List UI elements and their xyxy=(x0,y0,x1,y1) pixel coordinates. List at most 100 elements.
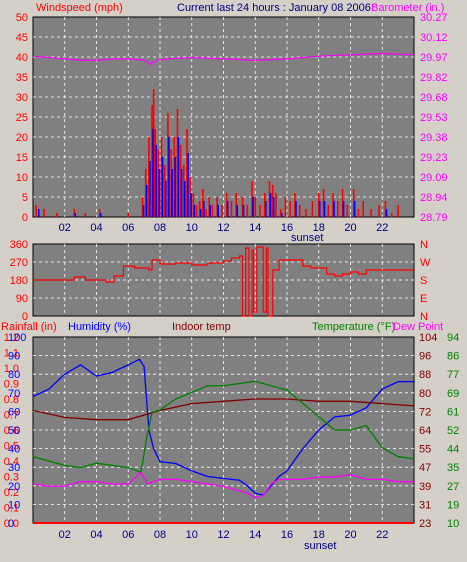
direction-compass-y-tick: S xyxy=(420,275,427,287)
temperature-outer-y-tick: 31 xyxy=(419,499,431,511)
wind-x-tick: 08 xyxy=(154,222,166,234)
chart-title: Current last 24 hours : January 08 2006 xyxy=(177,2,371,14)
humidity-y-tick: 20 xyxy=(8,481,20,493)
wind-barometer-panel: 5045403530252015105030.2730.1229.9729.82… xyxy=(16,12,448,234)
wind-plot-area xyxy=(32,16,415,218)
temp-x-tick: 14 xyxy=(249,529,261,541)
rainfall-y-tick: 1.2 xyxy=(4,332,19,344)
temperature-inner-y-tick: 19 xyxy=(447,499,459,511)
temp-x-tick: 20 xyxy=(344,529,356,541)
rainfall-y-tick: 1.0 xyxy=(4,363,19,375)
humidity-y-tick: 60 xyxy=(8,406,20,418)
windspeed-y-tick: 5 xyxy=(22,192,28,204)
temperature-outer-y-tick: 64 xyxy=(419,425,431,437)
temperature-outer-y-tick: 23 xyxy=(419,518,431,530)
temperature-outer-y-tick: 88 xyxy=(419,369,431,381)
temperature-outer-y-tick: 80 xyxy=(419,388,431,400)
wind-x-tick: 12 xyxy=(217,222,229,234)
rainfall-y-tick: 0.6 xyxy=(4,425,19,437)
rainfall-axis-title: Rainfall (in) xyxy=(1,321,57,333)
windspeed-y-tick: 45 xyxy=(16,32,28,44)
barometer-axis-title: Barometer (in.) xyxy=(371,2,444,14)
temperature-axis-title: Temperature (°F) xyxy=(312,321,395,333)
temp-x-tick: 10 xyxy=(186,529,198,541)
direction-degrees-y-tick: 360 xyxy=(10,239,28,251)
temp-x-tick: 06 xyxy=(122,529,134,541)
rainfall-y-tick: 0.7 xyxy=(4,410,19,422)
temp-x-tick: 12 xyxy=(217,529,229,541)
temperature-outer-y-tick: 72 xyxy=(419,406,431,418)
temperature-outer-y-tick: 55 xyxy=(419,444,431,456)
temperature-inner-y-tick: 77 xyxy=(447,369,459,381)
temperature-outer-y-tick: 39 xyxy=(419,481,431,493)
humidity-y-tick: 10 xyxy=(8,499,20,511)
rainfall-y-tick: 0.3 xyxy=(4,472,19,484)
temperature-inner-y-tick: 44 xyxy=(447,444,459,456)
wind-x-tick: 18 xyxy=(313,222,325,234)
temp-x-tick: 08 xyxy=(154,529,166,541)
wind-x-tick: 02 xyxy=(59,222,71,234)
direction-degrees-y-tick: 90 xyxy=(16,293,28,305)
humidity-y-tick: 80 xyxy=(8,369,20,381)
sunset-label-bottom: sunset xyxy=(304,540,336,552)
windspeed-y-tick: 30 xyxy=(16,92,28,104)
humidity-y-tick: 90 xyxy=(8,351,20,363)
direction-compass-y-tick: E xyxy=(420,293,427,305)
temperature-outer-y-tick: 96 xyxy=(419,351,431,363)
humidity-y-tick: 100 xyxy=(8,332,26,344)
temperature-inner-y-tick: 27 xyxy=(447,481,459,493)
humidity-y-tick: 40 xyxy=(8,444,20,456)
rainfall-y-tick: 0.4 xyxy=(4,456,19,468)
temp-x-tick: 22 xyxy=(376,529,388,541)
barometer-line xyxy=(32,52,415,66)
dewpoint-axis-title: Dew Point xyxy=(393,321,443,333)
barometer-y-tick: 28.94 xyxy=(420,192,448,204)
windspeed-y-tick: 0 xyxy=(22,212,28,224)
temp-x-tick: 18 xyxy=(313,529,325,541)
barometer-y-tick: 29.82 xyxy=(420,72,448,84)
rainfall-y-tick: 0.1 xyxy=(4,503,19,515)
barometer-y-tick: 29.53 xyxy=(420,112,448,124)
wind-x-tick: 10 xyxy=(186,222,198,234)
temperature-outer-y-tick: 104 xyxy=(419,332,437,344)
windspeed-y-tick: 35 xyxy=(16,72,28,84)
temperature-inner-y-tick: 69 xyxy=(447,388,459,400)
barometer-y-tick: 29.38 xyxy=(420,132,448,144)
temperature-inner-y-tick: 94 xyxy=(447,332,459,344)
rainfall-y-tick: 0.5 xyxy=(4,441,19,453)
windspeed-y-tick: 15 xyxy=(16,152,28,164)
wind-x-tick: 06 xyxy=(122,222,134,234)
rainfall-y-tick: 0.8 xyxy=(4,394,19,406)
direction-compass-y-tick: N xyxy=(420,311,428,323)
humidity-y-tick: 30 xyxy=(8,462,20,474)
barometer-y-tick: 30.12 xyxy=(420,32,448,44)
windspeed-y-tick: 25 xyxy=(16,112,28,124)
wind-x-tick: 22 xyxy=(376,222,388,234)
temperature-inner-y-tick: 61 xyxy=(447,406,459,418)
barometer-y-tick: 29.09 xyxy=(420,172,448,184)
temperature-inner-y-tick: 86 xyxy=(447,351,459,363)
wind-direction-line xyxy=(33,246,414,317)
windspeed-y-tick: 10 xyxy=(16,172,28,184)
rainfall-y-tick: 0.9 xyxy=(4,379,19,391)
barometer-y-tick: 28.79 xyxy=(420,212,448,224)
humidity-line xyxy=(32,358,414,496)
rainfall-y-tick: 0.0 xyxy=(4,518,19,530)
indoor-temp-title: Indoor temp xyxy=(172,321,231,333)
temp-x-tick: 02 xyxy=(59,529,71,541)
direction-degrees-y-tick: 270 xyxy=(10,257,28,269)
windspeed-y-tick: 40 xyxy=(16,52,28,64)
barometer-y-tick: 29.23 xyxy=(420,152,448,164)
direction-degrees-y-tick: 180 xyxy=(10,275,28,287)
wind-x-tick: 20 xyxy=(344,222,356,234)
barometer-y-tick: 29.68 xyxy=(420,92,448,104)
temperature-inner-y-tick: 10 xyxy=(447,518,459,530)
windspeed-y-tick: 20 xyxy=(16,132,28,144)
temperature-humidity-panel: 1.2 1.1 1.0 0.9 0.8 0.7 0.6 0.5 0.4 0.3 0.2 0.1 0.0 1… xyxy=(4,332,460,541)
rainfall-y-tick: 1.1 xyxy=(4,348,19,360)
humidity-axis-title: Humidity (%) xyxy=(68,321,131,333)
temp-x-tick: 04 xyxy=(90,529,102,541)
humidity-y-tick: 50 xyxy=(8,425,20,437)
